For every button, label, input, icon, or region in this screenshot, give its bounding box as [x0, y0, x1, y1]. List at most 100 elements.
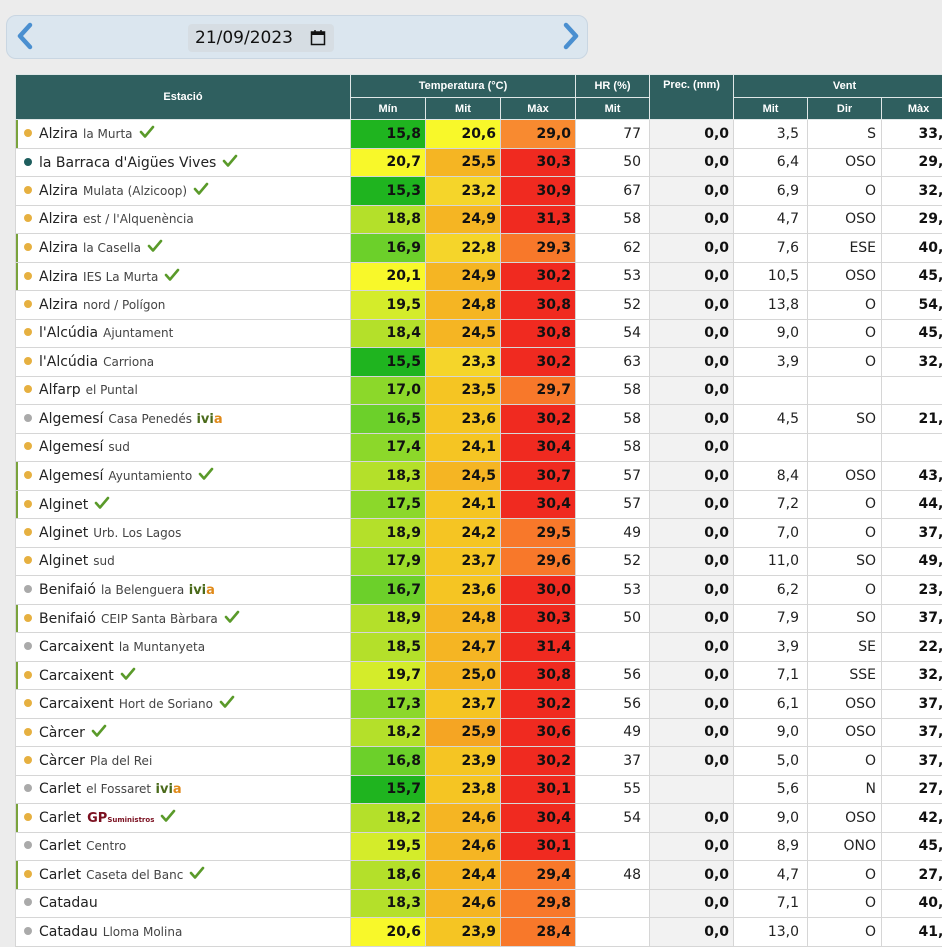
station-cell[interactable]: Alginet — [16, 490, 351, 519]
station-name[interactable]: Alzira — [39, 240, 78, 256]
station-cell[interactable]: Carcaixent — [16, 661, 351, 690]
station-name[interactable]: Carcaixent — [39, 696, 114, 712]
station-name[interactable]: Carlet — [39, 867, 81, 883]
station-name[interactable]: la Barraca d'Aigües Vives — [39, 155, 216, 171]
station-name[interactable]: Catadau — [39, 895, 98, 911]
date-input[interactable]: 21/09/2023 — [188, 24, 334, 52]
header-temp-min[interactable]: Mín — [351, 98, 426, 120]
station-name[interactable]: Carlet — [39, 781, 81, 797]
chevron-left-icon[interactable] — [11, 21, 41, 51]
station-name[interactable]: Alzira — [39, 297, 78, 313]
station-name[interactable]: l'Alcúdia — [39, 325, 98, 341]
header-temp-max[interactable]: Màx — [501, 98, 576, 120]
station-name[interactable]: Alzira — [39, 269, 78, 285]
station-cell[interactable]: Catadau — [16, 889, 351, 918]
station-name[interactable]: Catadau — [39, 924, 98, 940]
station-name[interactable]: Carlet — [39, 838, 81, 854]
station-name[interactable]: Alfarp — [39, 382, 81, 398]
station-name[interactable]: Carlet — [39, 810, 81, 826]
station-name[interactable]: Alginet — [39, 497, 88, 513]
header-wind-max[interactable]: Màx — [882, 98, 942, 120]
station-name[interactable]: Carcaixent — [39, 668, 114, 684]
station-name[interactable]: Càrcer — [39, 725, 85, 741]
header-precipitation[interactable]: Prec. (mm) — [650, 75, 734, 120]
station-cell[interactable]: la Barraca d'Aigües Vives — [16, 148, 351, 177]
header-wind-mit[interactable]: Mit — [734, 98, 808, 120]
station-name[interactable]: Benifaió — [39, 582, 96, 598]
station-name[interactable]: Alzira — [39, 126, 78, 142]
header-station[interactable]: Estació — [16, 75, 351, 120]
station-name[interactable]: Càrcer — [39, 753, 85, 769]
station-cell[interactable]: Càrcer — [16, 718, 351, 747]
station-name[interactable]: Alginet — [39, 553, 88, 569]
station-name[interactable]: Alginet — [39, 525, 88, 541]
station-name[interactable]: l'Alcúdia — [39, 354, 98, 370]
station-name[interactable]: Algemesí — [39, 468, 103, 484]
station-name[interactable]: Alzira — [39, 183, 78, 199]
header-hr-mit[interactable]: Mit — [576, 98, 650, 120]
header-temp-mit[interactable]: Mit — [426, 98, 501, 120]
station-name[interactable]: Algemesí — [39, 439, 103, 455]
header-wind-dir[interactable]: Dir — [808, 98, 882, 120]
calendar-icon[interactable] — [310, 29, 326, 46]
chevron-right-icon[interactable] — [555, 21, 585, 51]
station-name[interactable]: Algemesí — [39, 411, 103, 427]
station-name[interactable]: Alzira — [39, 211, 78, 227]
station-name[interactable]: Carcaixent — [39, 639, 114, 655]
station-name[interactable]: Benifaió — [39, 611, 96, 627]
